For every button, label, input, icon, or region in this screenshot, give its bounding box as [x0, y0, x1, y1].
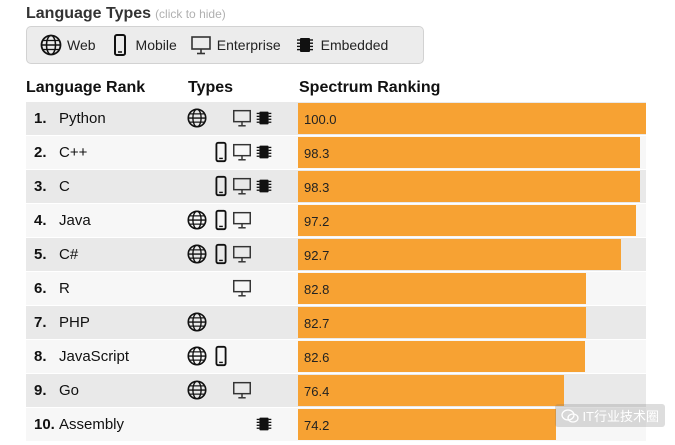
globe-icon — [187, 108, 207, 128]
language-name: Assembly — [59, 416, 125, 433]
filter-button-embedded[interactable]: Embedded — [289, 29, 397, 61]
bar-value-label: 100.0 — [304, 112, 337, 127]
language-types-title: Language Types (click to hide) — [26, 5, 226, 23]
column-header-spectrum[interactable]: Spectrum Ranking — [299, 79, 441, 96]
mobile-phone-icon — [215, 141, 227, 163]
column-header-rank[interactable]: Language Rank — [26, 79, 146, 96]
watermark: IT行业技术圈 — [555, 404, 665, 427]
globe-icon — [187, 312, 207, 332]
table-row[interactable]: 5. C# 92.7 — [26, 238, 646, 271]
bar-java — [298, 205, 636, 236]
rank-number: 4. — [34, 212, 47, 229]
language-type-filter-bar: Web Mobile Enterprise Embedded — [26, 26, 424, 64]
language-name: R — [59, 280, 70, 297]
language-name: JavaScript — [59, 348, 130, 365]
desktop-monitor-icon — [233, 211, 251, 229]
mobile-phone-icon — [113, 34, 126, 56]
rank-number: 7. — [34, 314, 47, 331]
table-row[interactable]: 7. PHP 82.7 — [26, 306, 646, 339]
chip-icon — [256, 179, 272, 193]
language-name: PHP — [59, 314, 90, 331]
language-name: C — [59, 178, 70, 195]
mobile-phone-icon — [215, 345, 227, 367]
filter-button-web[interactable]: Web — [35, 29, 104, 61]
bar-value-label: 98.3 — [304, 180, 330, 195]
bar-python — [298, 103, 646, 134]
globe-icon — [187, 210, 207, 230]
table-row[interactable]: 8. JavaScript 82.6 — [26, 340, 646, 373]
bar-value-label: 98.3 — [304, 146, 330, 161]
language-name: Go — [59, 382, 80, 399]
desktop-monitor-icon — [233, 279, 251, 297]
globe-icon — [187, 244, 207, 264]
table-row[interactable]: 9. Go 76.4 — [26, 374, 646, 407]
chip-icon — [296, 38, 313, 52]
bar-c — [298, 171, 640, 202]
bar-value-label: 97.2 — [304, 214, 330, 229]
click-to-hide-link[interactable]: (click to hide) — [155, 7, 226, 21]
table-row[interactable]: 1. Python 100.0 — [26, 102, 646, 135]
table-row[interactable]: 2. C++ 98.3 — [26, 136, 646, 169]
bar-value-label: 82.8 — [304, 282, 330, 297]
mobile-phone-icon — [215, 175, 227, 197]
bar-c- — [298, 239, 621, 270]
bar-value-label: 74.2 — [304, 418, 330, 433]
filter-label: Mobile — [135, 37, 177, 53]
column-header-types[interactable]: Types — [188, 79, 234, 96]
rank-number: 1. — [34, 110, 47, 127]
globe-icon — [187, 380, 207, 400]
bar-c- — [298, 137, 640, 168]
chip-icon — [256, 111, 272, 125]
table-row[interactable]: 3. C 98.3 — [26, 170, 646, 203]
bar-go — [298, 375, 564, 406]
bar-r — [298, 273, 586, 304]
globe-icon — [187, 346, 207, 366]
language-name: Python — [59, 110, 106, 127]
desktop-monitor-icon — [233, 177, 251, 195]
filter-label: Embedded — [320, 37, 389, 53]
rank-number: 3. — [34, 178, 47, 195]
rank-number: 8. — [34, 348, 47, 365]
bar-value-label: 82.6 — [304, 350, 330, 365]
desktop-monitor-icon — [233, 381, 251, 399]
language-name: C++ — [59, 144, 88, 161]
rank-number: 6. — [34, 280, 47, 297]
table-row[interactable]: 10. Assembly 74.2 — [26, 408, 646, 441]
filter-button-mobile[interactable]: Mobile — [104, 29, 185, 61]
bar-value-label: 82.7 — [304, 316, 330, 331]
bar-assembly — [298, 409, 556, 440]
mobile-phone-icon — [215, 243, 227, 265]
language-name: C# — [59, 246, 79, 263]
rank-number: 2. — [34, 144, 47, 161]
chip-icon — [256, 145, 272, 159]
wechat-icon — [561, 408, 580, 423]
rank-number: 9. — [34, 382, 47, 399]
desktop-monitor-icon — [233, 109, 251, 127]
desktop-monitor-icon — [233, 143, 251, 161]
language-types-label: Language Types — [26, 5, 152, 22]
bar-javascript — [298, 341, 585, 372]
rank-number: 5. — [34, 246, 47, 263]
language-name: Java — [59, 212, 91, 229]
rank-number: 10. — [34, 416, 55, 433]
filter-button-enterprise[interactable]: Enterprise — [185, 29, 289, 61]
table-row[interactable]: 6. R 82.8 — [26, 272, 646, 305]
filter-label: Web — [67, 37, 96, 53]
mobile-phone-icon — [215, 209, 227, 231]
filter-label: Enterprise — [216, 37, 281, 53]
globe-icon — [40, 34, 62, 56]
table-row[interactable]: 4. Java 97.2 — [26, 204, 646, 237]
desktop-monitor-icon — [190, 36, 211, 55]
chip-icon — [256, 417, 272, 431]
bar-value-label: 76.4 — [304, 384, 330, 399]
bar-php — [298, 307, 586, 338]
watermark-text: IT行业技术圈 — [582, 409, 659, 424]
bar-value-label: 92.7 — [304, 248, 330, 263]
desktop-monitor-icon — [233, 245, 251, 263]
